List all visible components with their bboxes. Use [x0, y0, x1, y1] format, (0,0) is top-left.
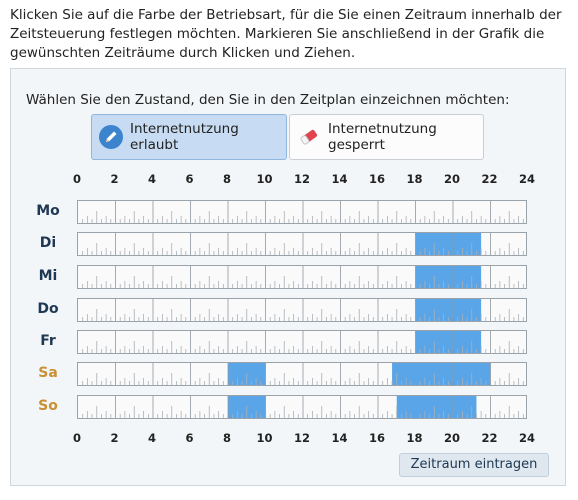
bottom-axis-hour-label: 10 — [256, 431, 273, 445]
day-row-ticks — [82, 233, 524, 256]
bottom-axis-hour-label: 4 — [147, 431, 157, 445]
day-row[interactable] — [77, 232, 527, 256]
intro-text: Klicken Sie auf die Farbe der Betriebsar… — [10, 7, 562, 61]
allowed-timerange[interactable] — [396, 396, 477, 419]
bottom-axis-hour-label: 8 — [222, 431, 232, 445]
mode-allowed-label: Internetnutzung erlaubt — [130, 121, 239, 153]
top-axis-hour-label: 12 — [293, 172, 311, 186]
allowed-timerange[interactable] — [415, 266, 482, 289]
day-label: Sa — [38, 365, 58, 381]
top-axis-hour-label: 14 — [331, 172, 348, 186]
mode-blocked-label: Internetnutzung gesperrt — [328, 121, 437, 153]
top-axis-hour-label: 20 — [443, 172, 461, 186]
top-axis-hour-label: 24 — [518, 172, 536, 186]
bottom-axis-hour-label: 12 — [293, 431, 311, 445]
mode-allowed-button[interactable]: Internetnutzung erlaubt — [91, 114, 287, 160]
mode-blocked-button[interactable]: Internetnutzung gesperrt — [289, 114, 484, 160]
bottom-axis-hour-label: 18 — [406, 431, 423, 445]
day-row[interactable] — [77, 395, 527, 419]
day-row-ticks — [82, 201, 524, 223]
day-label: Mo — [36, 203, 60, 219]
day-row[interactable] — [77, 298, 527, 322]
mode-prompt: Wählen Sie den Zustand, den Sie in den Z… — [26, 92, 510, 108]
day-row[interactable] — [77, 362, 527, 386]
top-axis-hour-label: 4 — [147, 172, 157, 186]
day-row-ticks — [82, 331, 524, 354]
day-row[interactable] — [77, 330, 527, 354]
top-axis-hour-label: 16 — [368, 172, 386, 186]
day-label: Mi — [38, 268, 58, 284]
pencil-icon — [98, 124, 124, 150]
bottom-axis-hour-label: 24 — [518, 431, 536, 445]
allowed-timerange[interactable] — [392, 363, 491, 386]
top-axis-hour-label: 10 — [256, 172, 273, 186]
day-label: Fr — [40, 333, 56, 349]
day-row-ticks — [82, 266, 524, 289]
allowed-timerange[interactable] — [415, 331, 482, 354]
submit-timerange-button[interactable]: Zeitraum eintragen — [399, 453, 549, 477]
day-label: Do — [37, 301, 59, 317]
top-axis-hour-label: 22 — [481, 172, 498, 186]
day-label: So — [38, 398, 58, 414]
bottom-axis-hour-label: 22 — [481, 431, 498, 445]
bottom-axis-hour-label: 20 — [443, 431, 461, 445]
day-row-ticks — [82, 363, 524, 386]
eraser-icon — [296, 124, 322, 150]
day-row-ticks — [82, 299, 524, 322]
day-row[interactable] — [77, 200, 527, 224]
bottom-axis-hour-label: 2 — [110, 431, 119, 445]
day-row[interactable] — [77, 265, 527, 289]
day-row-ticks — [82, 396, 524, 419]
day-label: Di — [39, 235, 57, 251]
top-axis-hour-label: 8 — [222, 172, 232, 186]
bottom-axis-hour-label: 6 — [185, 431, 194, 445]
bottom-axis-hour-label: 16 — [368, 431, 386, 445]
top-axis-hour-label: 18 — [406, 172, 423, 186]
top-axis-hour-label: 6 — [185, 172, 194, 186]
top-axis-hour-label: 0 — [72, 172, 82, 186]
bottom-axis-hour-label: 14 — [331, 431, 348, 445]
allowed-timerange[interactable] — [415, 233, 482, 256]
allowed-timerange[interactable] — [415, 299, 482, 322]
top-axis-hour-label: 2 — [110, 172, 119, 186]
bottom-axis-hour-label: 0 — [72, 431, 82, 445]
